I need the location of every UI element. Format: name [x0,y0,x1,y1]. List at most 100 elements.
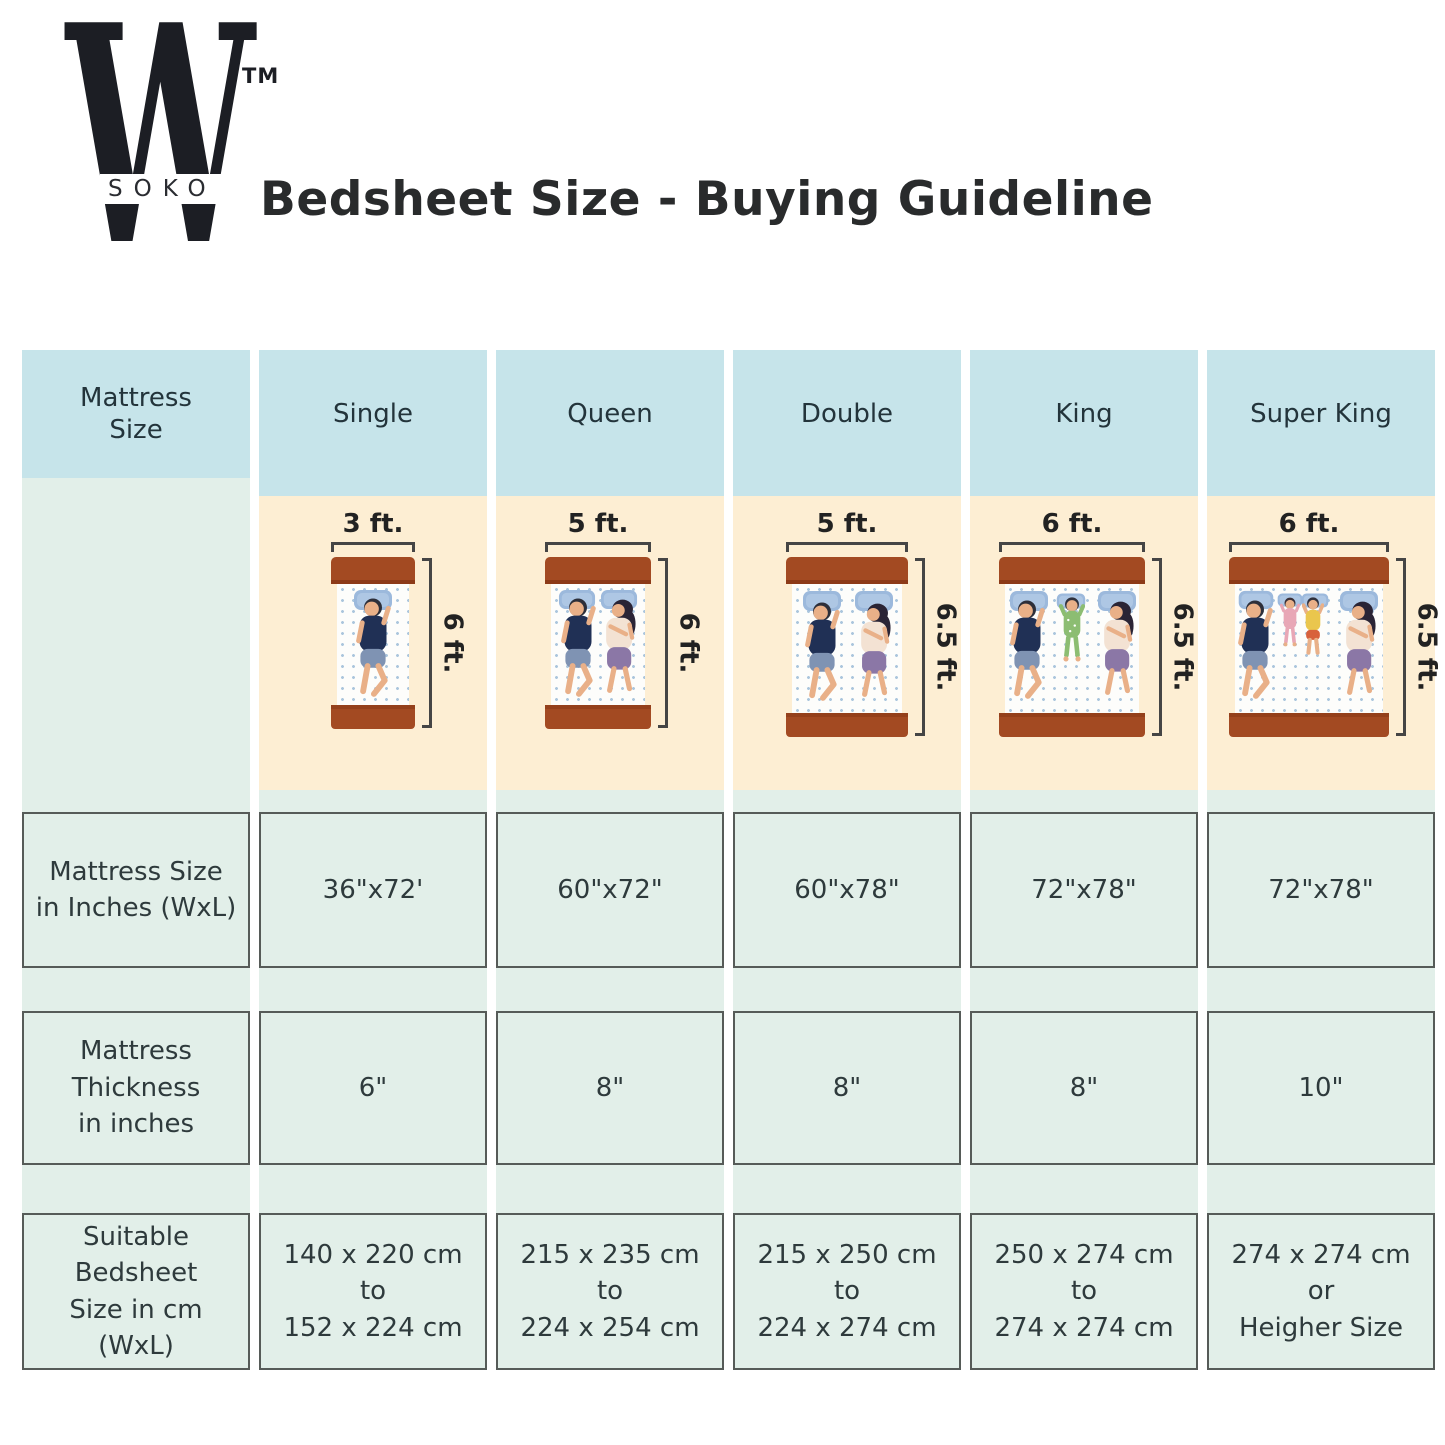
bed-height-label-wrap: 6.5 ft. [930,557,960,737]
bedsheet-size-value: 140 x 220 cm to 152 x 224 cm [259,1213,487,1370]
height-bracket [1396,558,1406,736]
bed-footboard [999,713,1145,737]
logo-w-letter: W [66,0,255,312]
height-bracket [1152,558,1162,736]
bed-illustration-single: 3 ft. [259,478,487,808]
king-cells: 72"x78" 8" 250 x 274 cm to 274 x 274 cm [970,808,1198,1370]
column-queen: Queen 5 ft. [496,350,724,1370]
row-label-thickness: Mattress Thickness in inches [22,1011,250,1165]
size-guide-table: Mattress Size Mattress Size in Inches (W… [22,350,1441,1370]
mattress-thickness-value: 10" [1207,1011,1435,1165]
bed-drawing [1229,557,1389,737]
man-figure-icon [808,603,838,698]
logo-soko-text: SOKO [100,174,225,204]
bed-width-label: 3 ft. [342,509,404,539]
bed-headboard [331,557,415,584]
woman-figure-icon [1104,602,1133,693]
bedsheet-size-value: 250 x 274 cm to 274 x 274 cm [970,1213,1198,1370]
bed-footboard [545,705,651,729]
bed-height-label-wrap: 6 ft. [673,557,703,729]
mattress-thickness-value: 8" [970,1011,1198,1165]
bed-drawing [999,557,1145,737]
label-cells: Mattress Size in Inches (WxL) Mattress T… [22,808,250,1370]
bed-headboard [1229,557,1389,584]
bed-height-label: 6 ft. [673,612,704,674]
width-bracket [1229,542,1389,552]
bed-illustration-queen: 5 ft. [496,478,724,808]
mattress-inches-value: 72"x78" [1207,812,1435,968]
bed-width-label: 5 ft. [567,509,629,539]
height-bracket [422,558,432,728]
mattress-inches-value: 60"x78" [733,812,961,968]
bedsheet-size-value: 215 x 250 cm to 224 x 274 cm [733,1213,961,1370]
corner-header: Mattress Size [22,350,250,478]
page-title: Bedsheet Size - Buying Guideline [260,172,1154,227]
bed-headboard [545,557,651,584]
woman-figure-icon [1346,602,1375,693]
width-bracket [999,542,1145,552]
bed-mattress [792,584,902,713]
column-header-double: Double [733,350,961,478]
label-column-spacer [22,478,250,808]
bed-width-label: 6 ft. [1041,509,1103,539]
column-header-single: Single [259,350,487,478]
sleepers-illustration [558,590,645,706]
label-column: Mattress Size Mattress Size in Inches (W… [22,350,250,1370]
sleepers-illustration [1005,591,1139,714]
bedsheet-size-value: 215 x 235 cm to 224 x 254 cm [496,1213,724,1370]
column-single: Single 3 ft. [259,350,487,1370]
bed-headboard [786,557,908,584]
single-cells: 36"x72' 6" 140 x 220 cm to 152 x 224 cm [259,808,487,1370]
bed-height-label: 6.5 ft. [1167,602,1198,692]
row-label-inches: Mattress Size in Inches (WxL) [22,812,250,968]
bed-mattress [337,584,409,705]
column-header-super-king: Super King [1207,350,1435,478]
bed-illustration-double: 5 ft. [733,478,961,808]
bed-mattress [1005,584,1139,713]
width-bracket [786,542,908,552]
super-king-cells: 72"x78" 10" 274 x 274 cm or Heigher Size [1207,808,1435,1370]
sleepers-illustration [803,591,902,714]
width-bracket [331,542,415,552]
man-figure-icon [359,599,389,694]
trademark-symbol: TM [242,64,280,88]
man-figure-icon [1013,601,1043,696]
bed-illustration-super-king: 6 ft. [1207,478,1441,808]
bed-illustration-king: 6 ft. [970,478,1198,808]
mattress-thickness-value: 8" [733,1011,961,1165]
bed-mattress [551,584,645,705]
height-bracket [915,558,925,736]
man-figure-icon [1241,601,1271,696]
mattress-thickness-value: 8" [496,1011,724,1165]
bed-height-label: 6.5 ft. [930,602,961,692]
mattress-inches-value: 36"x72' [259,812,487,968]
brand-logo: W SOKO TM [66,0,286,336]
bed-height-label-wrap: 6.5 ft. [1167,557,1197,737]
bed-drawing [331,557,415,729]
bed-headboard [999,557,1145,584]
double-cells: 60"x78" 8" 215 x 250 cm to 224 x 274 cm [733,808,961,1370]
column-header-queen: Queen [496,350,724,478]
bed-drawing [786,557,908,737]
woman-figure-icon [606,600,635,691]
mattress-inches-value: 72"x78" [970,812,1198,968]
bed-height-label-wrap: 6 ft. [437,557,467,729]
queen-cells: 60"x72" 8" 215 x 235 cm to 224 x 254 cm [496,808,724,1370]
bed-mattress [1235,584,1383,713]
column-double: Double 5 ft. [733,350,961,1370]
column-king: King 6 ft. [970,350,1198,1370]
sleepers-illustration [1235,590,1383,714]
bed-drawing [545,557,651,729]
bed-footboard [1229,713,1389,737]
mattress-inches-value: 60"x72" [496,812,724,968]
bed-height-label: 6.5 ft. [1411,602,1442,692]
bed-footboard [331,705,415,729]
bed-width-label: 6 ft. [1278,509,1340,539]
bed-height-label: 6 ft. [437,612,468,674]
bed-height-label-wrap: 6.5 ft. [1411,557,1441,737]
man-figure-icon [564,599,594,694]
column-header-king: King [970,350,1198,478]
row-label-bedsheet: Suitable Bedsheet Size in cm (WxL) [22,1213,250,1370]
height-bracket [658,558,668,728]
